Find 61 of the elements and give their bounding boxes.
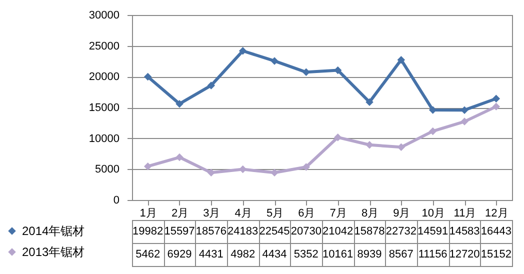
point [492, 94, 500, 102]
x-tick-label: 8月 [361, 208, 379, 220]
y-tick-label: 10000 [88, 132, 120, 145]
data-label: 15152 [480, 248, 512, 260]
legend-label: 2013年锯材 [22, 245, 85, 259]
point [144, 162, 152, 170]
data-label: 14591 [418, 226, 448, 238]
data-label: 19982 [132, 226, 164, 238]
data-label: 8567 [388, 248, 414, 260]
point [144, 72, 152, 81]
legend-label: 2014年锯材 [22, 224, 85, 238]
data-label: 4434 [262, 248, 287, 260]
point [176, 153, 184, 162]
point [492, 102, 500, 110]
point [460, 118, 468, 126]
data-label: 11156 [418, 248, 448, 260]
y-tick-label: 15000 [88, 102, 120, 114]
x-tick-label: 12月 [485, 208, 508, 220]
data-label: 5462 [136, 248, 160, 260]
data-label: 4982 [230, 248, 256, 260]
x-tick-label: 10月 [422, 208, 445, 220]
data-label: 5352 [294, 248, 318, 260]
data-label: 20730 [290, 226, 322, 238]
y-tick-label: 0 [113, 194, 120, 206]
x-tick-label: 4月 [234, 208, 252, 220]
x-tick-label: 3月 [203, 208, 220, 220]
data-label: 10161 [322, 248, 354, 260]
point [207, 82, 216, 90]
y-tick-label: 25000 [88, 40, 120, 52]
point [334, 133, 342, 142]
point [270, 168, 278, 177]
point [176, 100, 184, 108]
x-tick-label: 11月 [454, 208, 476, 220]
data-label: 21042 [322, 226, 354, 238]
data-label: 18576 [196, 226, 226, 238]
point [428, 127, 437, 136]
data-label: 22545 [259, 226, 290, 238]
x-tick-label: 1月 [140, 208, 157, 220]
data-label: 4431 [198, 248, 224, 260]
x-tick-label: 2月 [171, 208, 189, 220]
data-label: 22732 [386, 226, 416, 238]
data-label: 16443 [480, 226, 512, 238]
data-label: 24183 [228, 226, 258, 238]
data-label: 8939 [357, 248, 382, 260]
data-label: 15597 [164, 226, 195, 238]
point [366, 98, 374, 106]
data-label: 15878 [354, 226, 385, 238]
y-tick-label: 30000 [88, 10, 120, 22]
y-tick-label: 20000 [88, 71, 120, 84]
data-label: 12720 [449, 248, 480, 260]
point [238, 47, 247, 55]
x-tick-label: 7月 [330, 208, 347, 220]
x-tick-label: 6月 [298, 208, 316, 220]
x-tick-label: 5月 [266, 208, 284, 220]
data-label: 6929 [167, 248, 192, 260]
point [270, 57, 278, 65]
x-tick-label: 9月 [393, 208, 410, 220]
data-label: 14583 [449, 226, 480, 238]
point [302, 163, 310, 171]
y-tick-label: 5000 [95, 164, 120, 176]
point [397, 56, 406, 64]
